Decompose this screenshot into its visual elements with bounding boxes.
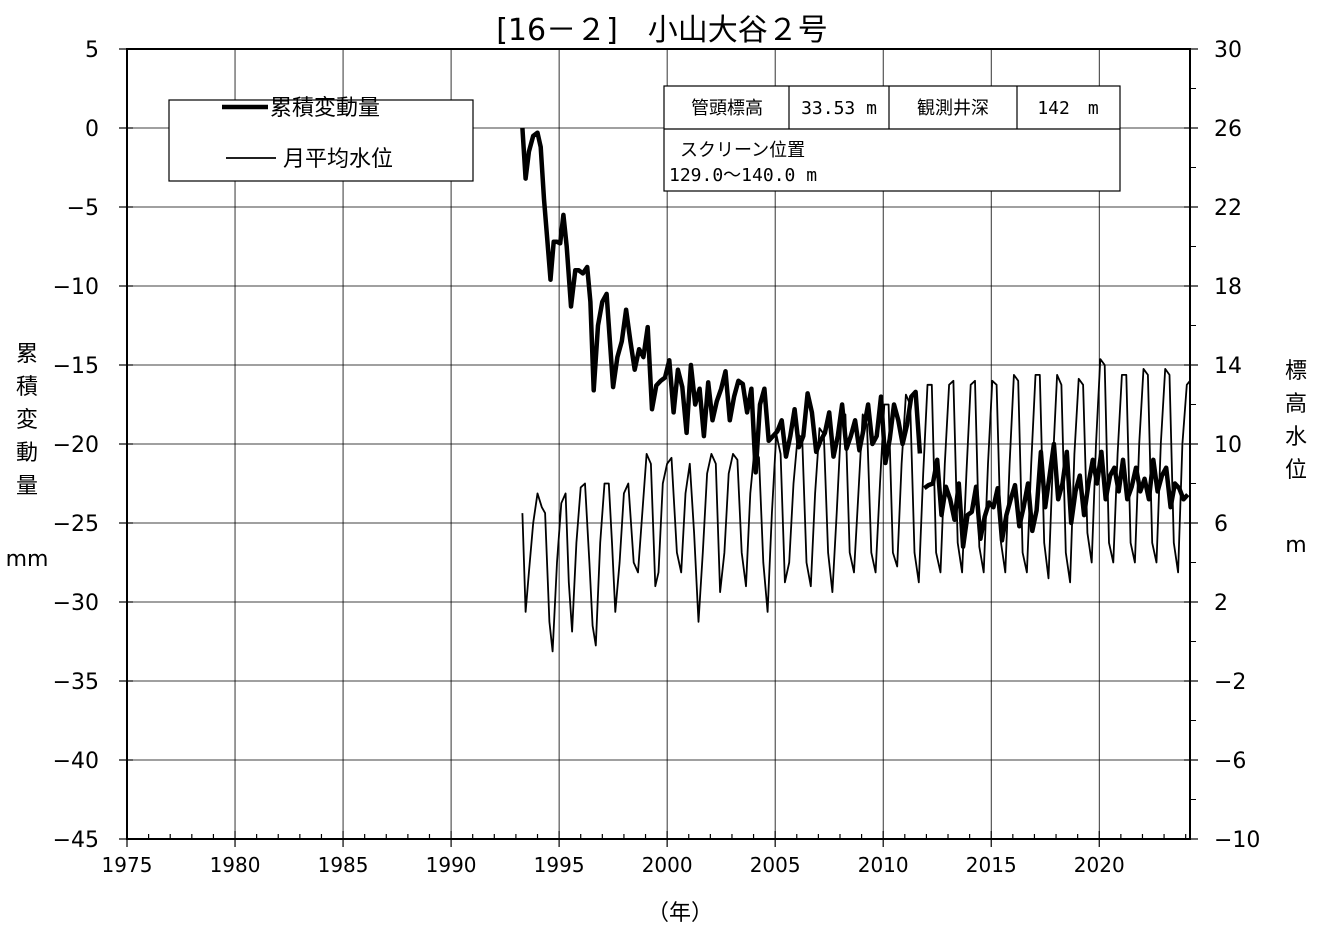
x-axis: 1975 1980 1985 1990 1995 2000 2005 2010 2015 2020	[102, 831, 1187, 877]
y-left-tick-label: −45	[53, 828, 99, 853]
y-axis-label-right-char: m	[1285, 533, 1306, 558]
y-left-tick-label: −5	[67, 196, 99, 221]
y-right-tick-label: 22	[1214, 196, 1242, 221]
y-axis-label-left-char: 量	[16, 474, 38, 499]
y-axis-label-right-char: 水	[1285, 425, 1307, 450]
x-tick-label: 2015	[966, 853, 1017, 877]
y-axis-label-left-char: 積	[16, 375, 38, 400]
y-axis-label-left: 累積変動量 mm	[6, 342, 49, 572]
legend-box	[168, 99, 474, 182]
x-tick-label: 2005	[750, 853, 801, 877]
y-right-tick-label: 30	[1214, 38, 1242, 63]
legend-label-water-level: 月平均水位	[283, 147, 393, 172]
y-left-tick-label: −25	[53, 512, 99, 537]
x-axis-label: （年）	[647, 901, 713, 926]
y-left-tick-label: −15	[53, 354, 99, 379]
y-right-tick-label: 14	[1214, 354, 1242, 379]
head-elevation-value: 33.53 m	[801, 98, 877, 119]
x-tick-label: 2020	[1074, 853, 1125, 877]
y-left-tick-label: −35	[53, 670, 99, 695]
y-axis-right: 30 26 22 18 14 10 6 2 −2 −6 −10	[1184, 38, 1260, 853]
chart-title: [16－２] 小山大谷２号	[496, 13, 828, 48]
well-depth-value: 142 m	[1037, 98, 1098, 119]
series-cumulative-displacement	[520, 127, 923, 475]
y-left-tick-label: 0	[85, 117, 99, 142]
x-tick-label: 1990	[426, 853, 477, 877]
y-axis-label-right-char: 位	[1285, 458, 1307, 483]
legend-label-cumulative: 累積変動量	[270, 96, 380, 121]
x-tick-label: 1975	[102, 853, 153, 877]
y-axis-label-right-char: 標	[1285, 359, 1307, 384]
y-right-tick-label: −10	[1214, 828, 1260, 853]
info-box: 管頭標高 33.53 m 観測井深 142 m スクリーン位置 129.0～14…	[663, 85, 1121, 192]
y-right-tick-label: −6	[1214, 749, 1246, 774]
head-elevation-label: 管頭標高	[691, 98, 763, 119]
info-box-frame	[663, 85, 1121, 192]
screen-position-label: スクリーン位置	[680, 140, 805, 161]
series-monthly-water-level	[521, 358, 1191, 653]
y-right-tick-label: 26	[1214, 117, 1242, 142]
x-tick-label: 2010	[858, 853, 909, 877]
y-right-tick-label: 2	[1214, 591, 1228, 616]
x-tick-label: 2000	[642, 853, 693, 877]
series-cumulative-displacement-2	[922, 441, 1190, 549]
legend: 累積変動量 月平均水位	[168, 96, 474, 182]
well-depth-label: 観測井深	[917, 98, 989, 119]
y-left-tick-label: −40	[53, 749, 99, 774]
y-axis-left: 5 0 −5 −10 −15 −20 −25 −30 −35 −40 −45	[53, 38, 133, 853]
x-tick-label: 1995	[534, 853, 585, 877]
y-right-tick-label: 18	[1214, 275, 1242, 300]
y-right-tick-label: 10	[1214, 433, 1242, 458]
x-tick-label: 1980	[210, 853, 261, 877]
y-right-tick-label: −2	[1214, 670, 1246, 695]
y-axis-label-left-char: mm	[6, 547, 49, 572]
x-tick-label: 1985	[318, 853, 369, 877]
y-axis-label-left-char: 動	[16, 441, 38, 466]
y-left-tick-label: −10	[53, 275, 99, 300]
y-axis-label-left-char: 変	[16, 408, 38, 433]
screen-position-value: 129.0～140.0 m	[669, 165, 817, 186]
y-right-tick-label: 6	[1214, 512, 1228, 537]
y-left-tick-label: −30	[53, 591, 99, 616]
y-axis-label-left-char: 累	[16, 342, 38, 367]
y-left-tick-label: −20	[53, 433, 99, 458]
y-left-tick-label: 5	[85, 38, 99, 63]
series-group	[520, 127, 1191, 653]
y-axis-label-right-char: 高	[1285, 392, 1307, 417]
